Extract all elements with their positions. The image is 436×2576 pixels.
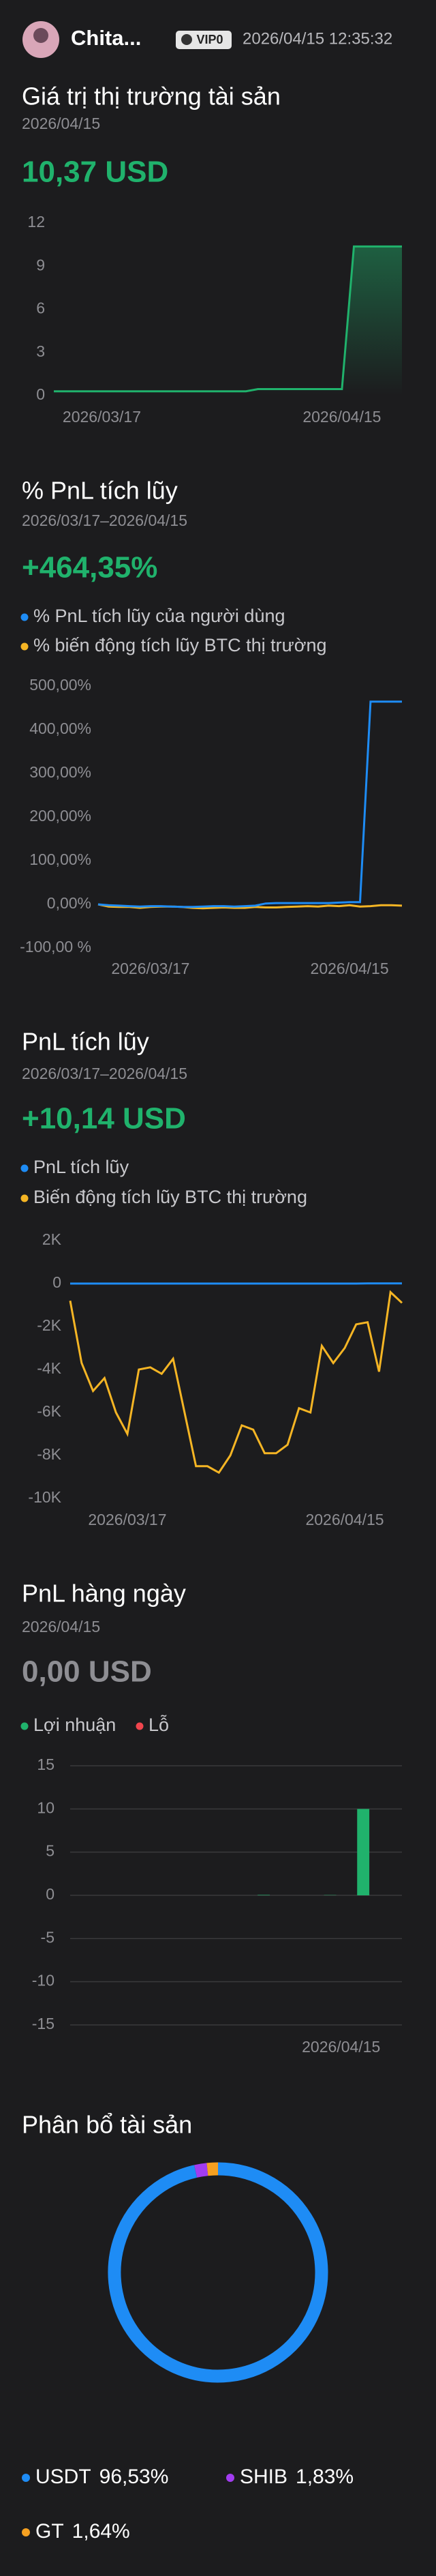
avatar-face: [33, 28, 48, 43]
legend-label: % PnL tích lũy của người dùng: [33, 606, 285, 626]
y-tick-label: 6: [36, 299, 45, 317]
headline-value: 0,00 USD: [22, 1655, 152, 1689]
legend-dot: [22, 2474, 30, 2482]
y-tick-label: 0: [46, 1885, 54, 1903]
donut-segment: [194, 2163, 208, 2178]
y-tick-label: -8K: [37, 1445, 61, 1463]
legend-dot: [20, 642, 29, 651]
chart-title: PnL tích lũy: [22, 1028, 149, 1056]
chart-title: Giá trị thị trường tài sản: [22, 83, 281, 110]
y-tick-label: 3: [36, 342, 45, 360]
user-name[interactable]: Chita...: [71, 26, 141, 50]
legend-dot: [22, 2528, 30, 2536]
y-tick-label: -15: [32, 2015, 54, 2032]
bar: [357, 1809, 370, 1895]
legend-label: % biến động tích lũy BTC thị trường: [33, 635, 326, 655]
vip-text: VIP0: [196, 33, 223, 46]
legend-dot: [20, 1164, 29, 1172]
legend-label: SHIB: [240, 2466, 287, 2488]
x-tick-label: 2026/03/17: [88, 1511, 166, 1528]
y-tick-label: 2K: [42, 1230, 62, 1248]
y-tick-label: -100,00 %: [20, 938, 91, 956]
y-tick-label: 400,00%: [29, 720, 91, 737]
legend-label: GT: [35, 2520, 64, 2543]
x-tick-label: 2026/03/17: [63, 408, 141, 426]
legend-dot: [20, 1722, 29, 1730]
y-tick-label: -2K: [37, 1316, 61, 1334]
y-tick-label: -6K: [37, 1402, 61, 1420]
y-tick-label: 0,00%: [47, 894, 91, 912]
x-tick-label: 2026/03/17: [111, 960, 189, 977]
legend-label: Biến động tích lũy BTC thị trường: [33, 1187, 307, 1207]
y-tick-label: 0: [52, 1273, 61, 1291]
y-tick-label: 9: [36, 256, 45, 273]
y-tick-label: -10: [32, 1972, 54, 1989]
legend-label: USDT: [35, 2466, 91, 2488]
line: [97, 700, 402, 908]
line: [54, 245, 402, 393]
chart-title: % PnL tích lũy: [22, 477, 178, 505]
chart-title: PnL hàng ngày: [22, 1580, 186, 1608]
chart-subtitle: 2026/04/15: [22, 115, 100, 132]
donut-segment: [108, 2162, 328, 2383]
y-tick-label: 0: [36, 385, 45, 403]
y-tick-label: -5: [41, 1928, 54, 1946]
datetime: 2026/04/15 12:35:32: [243, 29, 392, 48]
y-tick-label: 10: [37, 1798, 54, 1816]
legend-label: Lợi nhuận: [33, 1715, 116, 1735]
legend-dot: [136, 1722, 144, 1730]
chart-subtitle: 2026/03/17–2026/04/15: [22, 1065, 187, 1082]
y-tick-label: -10K: [28, 1488, 61, 1506]
x-tick-label: 2026/04/15: [305, 1511, 384, 1528]
chart-subtitle: 2026/04/15: [22, 1618, 100, 1635]
area-fill: [54, 246, 402, 396]
donut-segment: [206, 2162, 219, 2176]
y-tick-label: 300,00%: [29, 763, 91, 781]
x-tick-label: 2026/04/15: [302, 2038, 380, 2056]
legend-value: 1,83%: [296, 2466, 354, 2488]
legend-value: 96,53%: [99, 2466, 169, 2488]
legend-label: Lỗ: [149, 1714, 169, 1735]
line: [69, 1290, 403, 1475]
headline-value: 10,37 USD: [22, 156, 168, 189]
legend-dot: [20, 613, 29, 621]
y-tick-label: 100,00%: [29, 850, 91, 868]
headline-value: +464,35%: [22, 551, 157, 584]
y-tick-label: 15: [37, 1756, 54, 1773]
legend-value: 1,64%: [72, 2520, 130, 2543]
y-tick-label: 500,00%: [29, 676, 91, 694]
legend-dot: [226, 2474, 234, 2482]
chart-subtitle: 2026/03/17–2026/04/15: [22, 512, 187, 529]
vip-icon: [181, 34, 192, 45]
y-tick-label: 5: [46, 1842, 54, 1860]
y-tick-label: 12: [27, 213, 45, 231]
y-tick-label: -4K: [37, 1359, 61, 1377]
headline-value: +10,14 USD: [22, 1102, 186, 1136]
x-tick-label: 2026/04/15: [311, 960, 389, 977]
legend-dot: [20, 1194, 29, 1202]
x-tick-label: 2026/04/15: [302, 408, 381, 426]
chart-title: Phân bổ tài sản: [22, 2111, 192, 2139]
legend-label: PnL tích lũy: [33, 1157, 129, 1177]
y-tick-label: 200,00%: [29, 807, 91, 825]
